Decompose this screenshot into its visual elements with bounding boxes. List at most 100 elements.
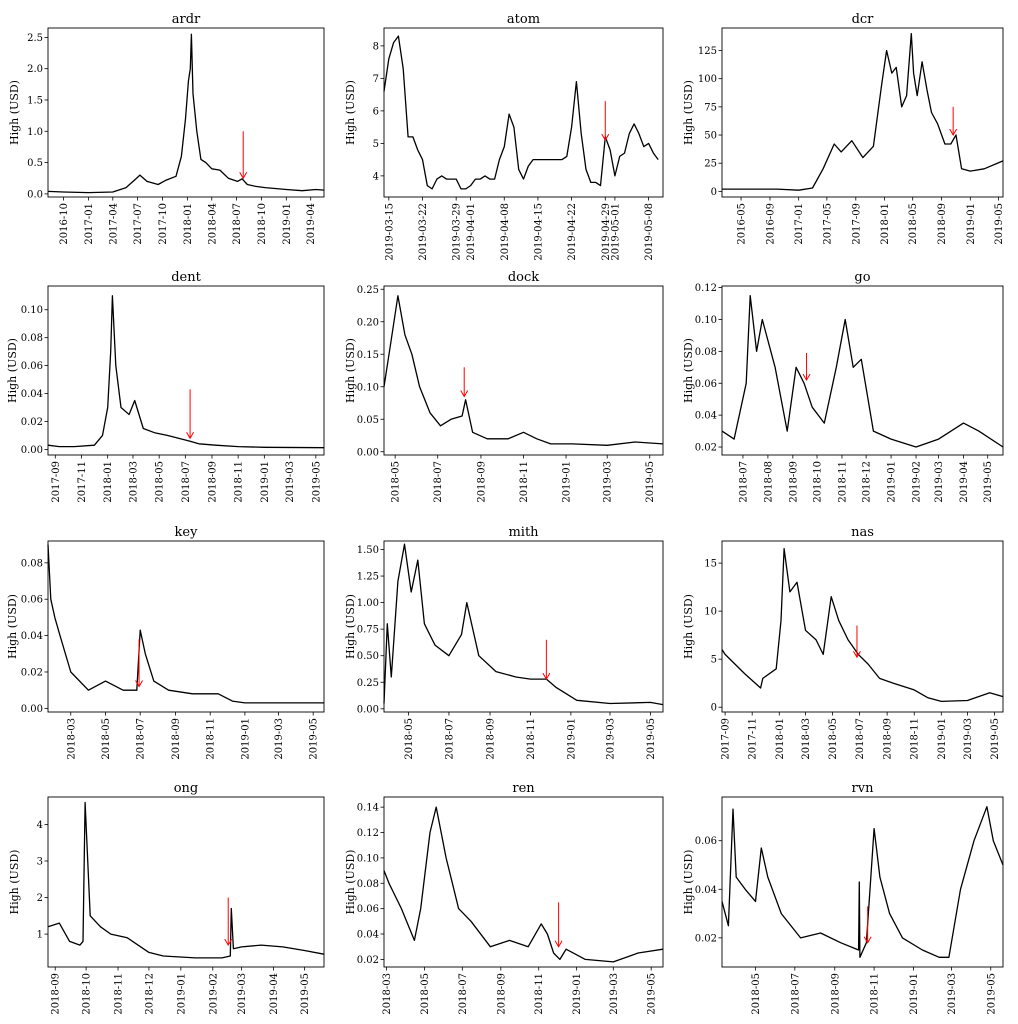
x-tick-label: 2019-04-29 — [601, 203, 612, 261]
x-tick-label: 2018-01 — [880, 203, 891, 245]
x-tick-label: 2017-05 — [822, 203, 833, 245]
y-tick-label: 15 — [704, 559, 717, 570]
x-tick-label: 2019-05 — [309, 718, 320, 760]
y-axis-label: High (USD) — [344, 80, 357, 145]
y-tick-label: 1.25 — [357, 572, 379, 583]
x-tick-label: 2018-03 — [801, 718, 812, 760]
y-axis-label: High (USD) — [682, 80, 695, 145]
annotation-arrow-head — [863, 936, 872, 944]
x-tick-label: 2019-03-29 — [452, 203, 463, 261]
y-tick-label: 0.25 — [357, 678, 379, 689]
chart-title: rvn — [852, 781, 875, 796]
x-tick-label: 2019-04 — [959, 461, 970, 503]
y-tick-label: 0.08 — [695, 347, 717, 358]
x-tick-label: 2019-04 — [269, 973, 280, 1015]
series-line-rvn — [721, 806, 1004, 958]
x-tick-label: 2019-03 — [947, 973, 958, 1015]
x-tick-label: 2019-01 — [887, 461, 898, 503]
x-tick-label: 2016-09 — [765, 203, 776, 245]
y-tick-label: 0.04 — [695, 411, 717, 422]
series-line-dock — [383, 295, 664, 446]
chart-panel-mith: mith High (USD) 0.00 0.25 0.50 0.75 1.00 1.25 1.… — [344, 525, 664, 760]
y-tick-label: 0.04 — [21, 631, 43, 642]
chart-panel-ren: ren High (USD) 0.02 0.04 0.06 0.08 0.10 0.12 0.1… — [344, 781, 664, 1015]
chart-panel-dock: dock High (USD) 0.00 0.05 0.10 0.15 0.20 0.25 20… — [344, 270, 664, 503]
x-tick-label: 2018-11 — [910, 718, 921, 760]
y-tick-label: 0.06 — [357, 904, 379, 915]
x-tick-label: 2018-07 — [444, 718, 455, 760]
y-tick-label: 1.50 — [357, 545, 379, 556]
x-tick-label: 2018-05 — [751, 973, 762, 1015]
series-line-dent — [47, 295, 325, 449]
axes-frame — [47, 27, 325, 198]
x-tick-label: 2018-07 — [855, 718, 866, 760]
annotation-arrow-head — [802, 373, 811, 382]
y-tick-label: 0.04 — [21, 389, 43, 400]
x-tick-label: 2018-11 — [870, 973, 881, 1015]
axes-frame — [383, 285, 664, 456]
x-tick-label: 2019-01 — [909, 973, 920, 1015]
y-tick-label: 75 — [704, 102, 717, 113]
x-tick-label: 2017-11 — [77, 461, 88, 503]
y-tick-label: 0.10 — [695, 315, 717, 326]
x-tick-label: 2019-01 — [566, 718, 577, 760]
x-tick-label: 2019-05 — [986, 973, 997, 1015]
x-tick-label: 2018-12 — [862, 461, 873, 503]
chart-title: key — [175, 525, 199, 540]
axes-frame — [47, 540, 325, 713]
y-tick-label: 1 — [37, 930, 43, 941]
x-tick-label: 2019-02 — [208, 973, 219, 1015]
y-tick-label: 0.25 — [357, 285, 379, 296]
y-tick-label: 2.5 — [27, 33, 43, 44]
x-tick-label: 2018-05 — [155, 461, 166, 503]
y-tick-label: 0.06 — [21, 595, 43, 606]
y-tick-label: 0.08 — [21, 558, 43, 569]
y-tick-label: 0.06 — [21, 361, 43, 372]
x-tick-label: 2018-01 — [183, 203, 194, 245]
x-tick-label: 2019-05 — [645, 461, 656, 503]
chart-panel-rvn: rvn High (USD) 0.02 0.04 0.06 2018-05 2018-07 2… — [682, 781, 1004, 1015]
x-tick-label: 2019-04-15 — [533, 203, 544, 261]
y-tick-label: 0.05 — [357, 415, 379, 426]
x-tick-label: 2018-07 — [458, 973, 469, 1015]
y-tick-label: 5 — [711, 655, 717, 666]
chart-panel-go: go High (USD) 0.02 0.04 0.06 0.08 0.10 0.12 2018… — [682, 270, 1004, 503]
annotation-arrow-head — [554, 940, 563, 948]
x-tick-label: 2018-11 — [519, 461, 530, 503]
y-axis-label: High (USD) — [344, 850, 357, 915]
x-tick-label: 2018-04 — [207, 203, 218, 245]
x-tick-label: 2019-01 — [572, 973, 583, 1015]
chart-panel-atom: atom High (USD) 4 5 6 7 8 2019-03-15 2019-03-22 2… — [344, 12, 664, 261]
x-tick-label: 2019-05-01 — [610, 203, 621, 261]
y-tick-label: 0.50 — [357, 651, 379, 662]
y-tick-label: 125 — [698, 46, 717, 57]
x-tick-label: 2017-09 — [721, 718, 732, 760]
x-tick-label: 2018-03 — [382, 973, 393, 1015]
x-tick-label: 2019-03 — [285, 461, 296, 503]
x-tick-label: 2019-01 — [282, 203, 293, 245]
series-line-key — [47, 544, 324, 704]
y-axis-label: High (USD) — [6, 594, 19, 659]
y-tick-label: 0.06 — [695, 836, 717, 847]
y-tick-label: 0.02 — [695, 443, 717, 454]
series-line-ren — [383, 806, 664, 963]
axes-frame — [721, 285, 1004, 456]
x-tick-label: 2017-09 — [851, 203, 862, 245]
x-tick-label: 2018-12 — [144, 973, 155, 1015]
annotation-arrow-head — [460, 390, 469, 398]
y-tick-label: 8 — [373, 41, 379, 52]
x-tick-label: 2018-03 — [128, 461, 139, 503]
x-tick-label: 2019-05 — [300, 973, 311, 1015]
series-line-go — [721, 294, 1004, 448]
x-tick-label: 2019-03 — [934, 461, 945, 503]
x-tick-label: 2018-05 — [420, 973, 431, 1015]
chart-panel-key: key High (USD) 0.00 0.02 0.04 0.06 0.08 2018-03… — [6, 525, 325, 760]
x-tick-label: 2018-10 — [82, 973, 93, 1015]
y-tick-label: 4 — [373, 171, 379, 182]
y-axis-label: High (USD) — [682, 594, 695, 659]
chart-title: nas — [851, 525, 874, 540]
y-tick-label: 0.10 — [21, 305, 43, 316]
y-tick-label: 0.0 — [27, 189, 43, 200]
annotation-arrow-head — [949, 128, 958, 137]
chart-panel-dent: dent High (USD) 0.00 0.02 0.04 0.06 0.08 0.10 20… — [6, 270, 325, 503]
